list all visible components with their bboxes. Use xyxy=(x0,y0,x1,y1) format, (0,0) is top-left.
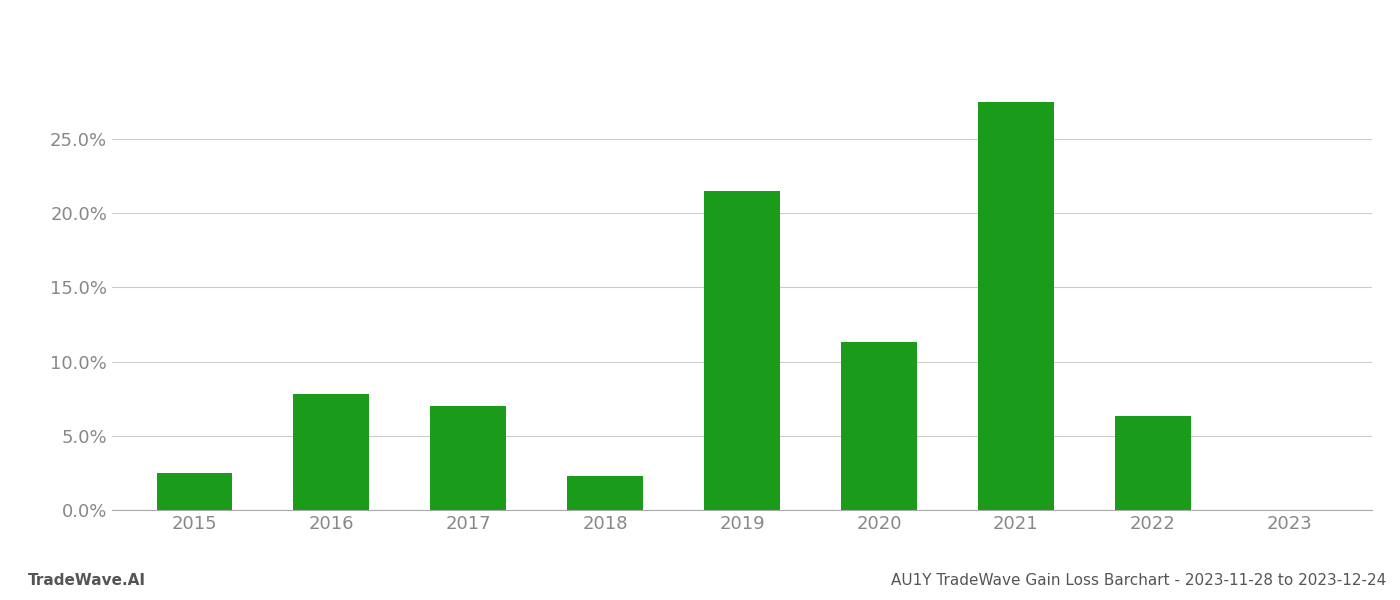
Bar xyxy=(430,406,505,510)
Bar xyxy=(704,191,780,510)
Bar xyxy=(1116,416,1190,510)
Bar xyxy=(979,101,1054,510)
Bar xyxy=(567,476,643,510)
Bar xyxy=(294,394,368,510)
Bar xyxy=(841,342,917,510)
Text: AU1Y TradeWave Gain Loss Barchart - 2023-11-28 to 2023-12-24: AU1Y TradeWave Gain Loss Barchart - 2023… xyxy=(890,573,1386,588)
Text: TradeWave.AI: TradeWave.AI xyxy=(28,573,146,588)
Bar xyxy=(157,473,232,510)
